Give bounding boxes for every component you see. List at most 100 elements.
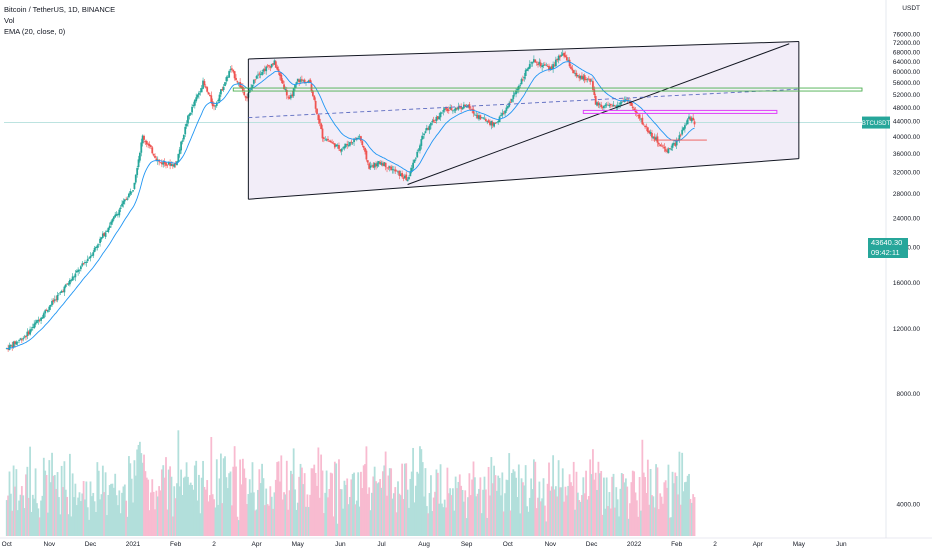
candle-body <box>79 266 82 270</box>
volume-bar <box>38 517 41 536</box>
volume-bar <box>391 498 394 536</box>
volume-bar <box>469 495 472 536</box>
candle-body <box>542 64 545 66</box>
candle-body <box>148 144 151 147</box>
candle-body <box>154 155 156 158</box>
candle-body <box>306 81 309 83</box>
candle-body <box>575 72 578 77</box>
volume-bar <box>597 461 600 536</box>
volume-bar <box>546 483 549 536</box>
candle-body <box>424 131 427 133</box>
volume-bar <box>371 492 373 536</box>
candle-body <box>457 106 460 110</box>
volume-bar <box>583 493 586 536</box>
volume-bar <box>111 483 114 536</box>
candle-body <box>662 145 664 147</box>
volume-bar <box>387 475 390 536</box>
candle-body <box>269 66 272 68</box>
volume-bar <box>409 478 412 536</box>
volume-bar <box>564 486 567 536</box>
y-tick-label: 28000.00 <box>893 191 920 198</box>
volume-bar <box>384 451 387 536</box>
candle-body <box>605 104 608 106</box>
x-tick-label: Feb <box>671 541 683 548</box>
volume-bar <box>641 439 644 536</box>
y-tick-label: 72000.00 <box>893 40 920 47</box>
candle-body <box>270 64 273 68</box>
volume-bar <box>112 487 115 536</box>
volume-bar <box>169 466 172 536</box>
candle-body <box>266 65 269 67</box>
candle-body <box>361 141 364 146</box>
volume-bar <box>635 500 638 536</box>
candle-body <box>15 341 18 345</box>
volume-bar <box>360 471 362 536</box>
volume-bar <box>421 462 424 536</box>
x-tick-label: Jun <box>335 541 346 548</box>
candle-body <box>288 96 291 99</box>
volume-bar <box>41 495 44 536</box>
candle-body <box>118 209 121 216</box>
candle-body <box>587 78 590 80</box>
volume-bar <box>313 464 316 536</box>
volume-bar <box>163 477 166 536</box>
candle-body <box>637 114 640 116</box>
volume-bar <box>480 513 483 536</box>
y-tick-label: 36000.00 <box>893 151 920 158</box>
candle-body <box>311 91 314 96</box>
volume-bar <box>576 492 579 536</box>
x-tick-label: 2 <box>713 541 717 548</box>
volume-bar <box>354 504 357 536</box>
volume-bar <box>447 493 450 536</box>
volume-bar <box>338 459 340 536</box>
candle-body <box>556 58 559 61</box>
x-tick-label: Nov <box>545 541 557 548</box>
candle-body <box>447 110 450 112</box>
candle-body <box>581 75 583 80</box>
candle-body <box>67 283 70 285</box>
volume-bar <box>209 495 211 536</box>
candle-body <box>597 102 600 106</box>
candle-body <box>358 136 361 138</box>
candle-body <box>582 76 585 80</box>
candle-body <box>660 145 663 147</box>
volume-bar <box>224 456 226 536</box>
volume-bar <box>644 477 646 536</box>
x-tick-label: Dec <box>586 541 598 548</box>
candle-body <box>16 341 19 343</box>
volume-bar <box>210 437 213 536</box>
volume-bar <box>220 453 222 536</box>
volume-bar <box>420 449 423 536</box>
volume-bar <box>265 488 268 536</box>
candle-body <box>504 110 506 114</box>
volume-bar <box>37 508 40 536</box>
candle-body <box>123 199 126 202</box>
x-tick-label: Apr <box>753 541 764 548</box>
volume-bar <box>417 473 420 536</box>
candle-body <box>251 84 254 89</box>
volume-bar <box>55 488 58 536</box>
volume-bar <box>122 486 125 536</box>
candle-body <box>226 76 229 78</box>
candle-body <box>191 106 193 113</box>
candle-body <box>486 121 489 123</box>
candle-body <box>232 69 235 72</box>
volume-bar <box>343 480 346 536</box>
volume-bar <box>93 501 96 536</box>
volume-bar <box>321 470 324 536</box>
volume-bar <box>148 510 151 536</box>
candle-body <box>100 237 103 240</box>
candle-body <box>513 93 516 95</box>
volume-bar <box>609 508 612 536</box>
candle-body <box>612 104 615 107</box>
volume-bar <box>553 489 556 536</box>
candle-body <box>568 59 571 67</box>
volume-bar <box>454 476 457 536</box>
candle-body <box>244 96 247 98</box>
volume-bar <box>616 499 619 536</box>
candle-body <box>217 100 220 102</box>
volume-bar <box>578 500 581 536</box>
volume-bar <box>269 486 272 536</box>
volume-bar <box>244 477 247 536</box>
